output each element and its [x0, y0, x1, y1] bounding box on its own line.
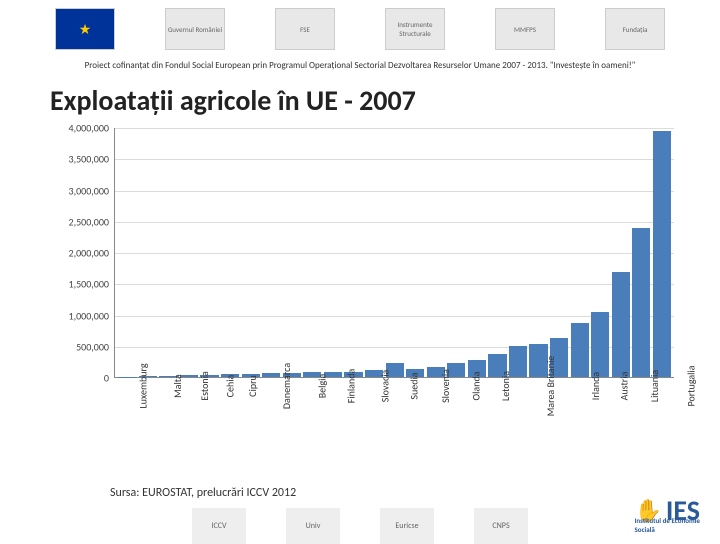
logo-fundatia: Fundația	[605, 8, 665, 50]
logo-mmfps: MMFPS	[495, 8, 555, 50]
y-tick-label: 0	[49, 372, 109, 385]
logo-fse: FSE	[275, 8, 335, 50]
logo-instrumente: Instrumente Structurale	[385, 8, 445, 50]
y-tick-label: 1,000,000	[49, 309, 109, 322]
y-tick-label: 3,000,000	[49, 184, 109, 197]
logo-gov-ro: Guvernul României	[165, 8, 225, 50]
logo-iccv: ICCV	[192, 508, 246, 544]
y-tick-label: 2,000,000	[49, 247, 109, 260]
ies-subtitle: Institutul de Economie Socială	[635, 516, 701, 534]
logo-cnps: CNPS	[474, 508, 528, 544]
logo-eu	[55, 8, 115, 50]
y-tick-label: 2,500,000	[49, 215, 109, 228]
y-tick-label: 3,500,000	[49, 153, 109, 166]
logo-euricse: Euricse	[380, 508, 434, 544]
bar	[591, 312, 609, 377]
y-tick-label: 1,500,000	[49, 278, 109, 291]
logo-univ: Univ	[286, 508, 340, 544]
bar	[653, 131, 671, 377]
logo-ies: ✋ IES Institutul de Economie Socială	[635, 493, 701, 528]
project-cofinance-text: Proiect cofinanțat din Fondul Social Eur…	[0, 58, 720, 77]
bars-container	[115, 128, 674, 377]
bar	[118, 377, 136, 378]
source-text: Sursa: EUROSTAT, prelucrări ICCV 2012	[0, 434, 720, 500]
header-logo-row: Guvernul României FSE Instrumente Struct…	[0, 0, 720, 58]
y-tick-label: 4,000,000	[49, 122, 109, 135]
y-tick-label: 500,000	[49, 340, 109, 353]
bar	[632, 228, 650, 377]
bar	[571, 323, 589, 377]
footer-logo-row: ICCV Univ Euricse CNPS	[0, 500, 720, 544]
bar	[262, 373, 280, 377]
page-title: Exploatații agricole în UE - 2007	[0, 77, 720, 124]
bar-chart: 0 500,000 1,000,000 1,500,000 2,000,000 2,500…	[50, 124, 690, 434]
plot-area: 0500,0001,000,0001,500,0002,000,0002,500…	[114, 128, 674, 378]
bar	[612, 272, 630, 377]
